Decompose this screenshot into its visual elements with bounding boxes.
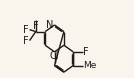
Text: Me: Me	[83, 61, 97, 70]
Text: F: F	[33, 21, 39, 31]
Text: F: F	[23, 36, 29, 46]
Text: N: N	[46, 20, 54, 30]
Text: F: F	[23, 25, 29, 35]
Text: Cl: Cl	[50, 51, 59, 61]
Text: F: F	[83, 47, 89, 57]
